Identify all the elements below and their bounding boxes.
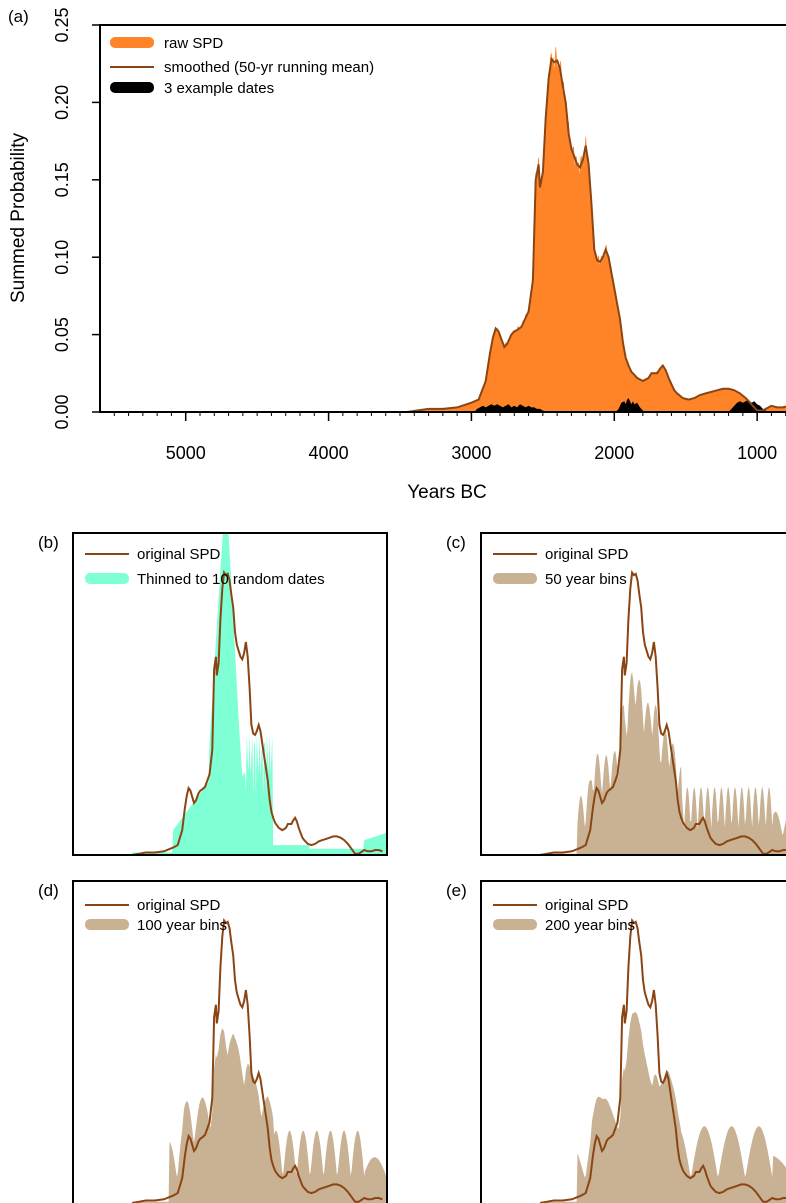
legend-label-smoothed: smoothed (50-yr running mean) [164, 59, 374, 76]
legend-label-original-spd: original SPD [545, 897, 629, 914]
bins-50yr-area [540, 672, 786, 855]
legend-swatch-bins [85, 919, 129, 930]
panel-e-legend: original SPD 200 year bins [493, 897, 635, 934]
panel-b: (b) original SPD Thinned to 10 random da… [38, 532, 388, 856]
legend-label-bins: 100 year bins [137, 917, 227, 934]
legend-label-bins: 200 year bins [545, 917, 635, 934]
panel-a-plot-area [406, 47, 786, 413]
y-tick-label: 0.00 [52, 394, 72, 429]
panel-c-legend: original SPD 50 year bins [493, 546, 629, 588]
clipped-content [132, 917, 387, 1203]
panel-b-tag: (b) [38, 533, 59, 552]
panel-c-tag: (c) [446, 533, 466, 552]
panel-d-tag: (d) [38, 881, 59, 900]
y-tick-label: 0.25 [52, 7, 72, 42]
legend-label-original-spd: original SPD [545, 546, 629, 563]
panel-d: (d) original SPD 100 year bins [38, 880, 388, 1203]
panel-d-legend: original SPD 100 year bins [85, 897, 227, 934]
x-tick-label: 1000 [737, 443, 777, 463]
y-tick-label: 0.15 [52, 162, 72, 197]
original-spd-line [540, 569, 786, 855]
panel-e: (e) original SPD 200 year bins [446, 880, 786, 1203]
bins-100yr-area [132, 1028, 387, 1203]
y-tick-label: 0.20 [52, 85, 72, 120]
panel-d-plot-area [132, 917, 387, 1203]
legend-swatch-raw-spd [110, 37, 154, 48]
legend-swatch-thinned [85, 573, 129, 584]
panel-a-x-axis-label: Years BC [407, 482, 487, 503]
panel-a-frame [99, 24, 786, 413]
panel-a-x-axis: 5000 4000 3000 2000 1000 [113, 412, 786, 463]
panel-b-frame [72, 532, 388, 856]
bins-200yr-area [540, 1012, 786, 1203]
example-date-1-area [474, 404, 546, 412]
legend-swatch-example-dates [110, 82, 154, 93]
legend-label-original-spd: original SPD [137, 897, 221, 914]
legend-label-example-dates: 3 example dates [164, 80, 274, 97]
legend-label-thinned: Thinned to 10 random dates [137, 571, 325, 588]
panel-e-tag: (e) [446, 881, 467, 900]
clipped-content [132, 533, 387, 855]
example-date-2-area [615, 398, 645, 412]
legend-label-original-spd: original SPD [137, 546, 221, 563]
clipped-content [540, 569, 786, 855]
x-tick-label: 2000 [594, 443, 634, 463]
legend-swatch-bins [493, 573, 537, 584]
panel-a-tag: (a) [8, 7, 29, 26]
panel-c-plot-area [540, 569, 786, 855]
panel-a-y-axis: 0.00 0.05 0.10 0.15 0.20 0.25 [52, 7, 100, 430]
smoothed-line [406, 56, 786, 413]
panel-a-legend: raw SPD smoothed (50-yr running mean) 3 … [110, 35, 374, 97]
panel-a-y-axis-label: Summed Probability [8, 132, 29, 303]
thinned-area [132, 533, 387, 855]
y-tick-label: 0.05 [52, 317, 72, 352]
panel-c: (c) original SPD 50 year bins [446, 532, 786, 856]
legend-label-raw-spd: raw SPD [164, 35, 223, 52]
y-tick-label: 0.10 [52, 240, 72, 275]
example-date-3-area [728, 399, 768, 412]
original-spd-line [540, 917, 786, 1203]
original-spd-line [132, 917, 383, 1203]
x-tick-label: 5000 [166, 443, 206, 463]
original-spd-line [132, 569, 383, 855]
panel-b-legend: original SPD Thinned to 10 random dates [85, 546, 325, 588]
panel-e-plot-area [540, 917, 786, 1203]
panel-b-plot-area [132, 533, 387, 855]
legend-swatch-bins [493, 919, 537, 930]
panel-c-frame [480, 532, 786, 856]
panel-e-frame [480, 880, 786, 1203]
x-tick-label: 4000 [309, 443, 349, 463]
raw-spd-area [407, 47, 786, 413]
panel-d-frame [72, 880, 388, 1203]
x-tick-label: 3000 [451, 443, 491, 463]
legend-label-bins: 50 year bins [545, 571, 627, 588]
panel-a: (a) 5000 4000 3000 2000 1000 0.00 0.05 0.10 0.1… [8, 7, 786, 503]
clipped-content [540, 917, 786, 1203]
